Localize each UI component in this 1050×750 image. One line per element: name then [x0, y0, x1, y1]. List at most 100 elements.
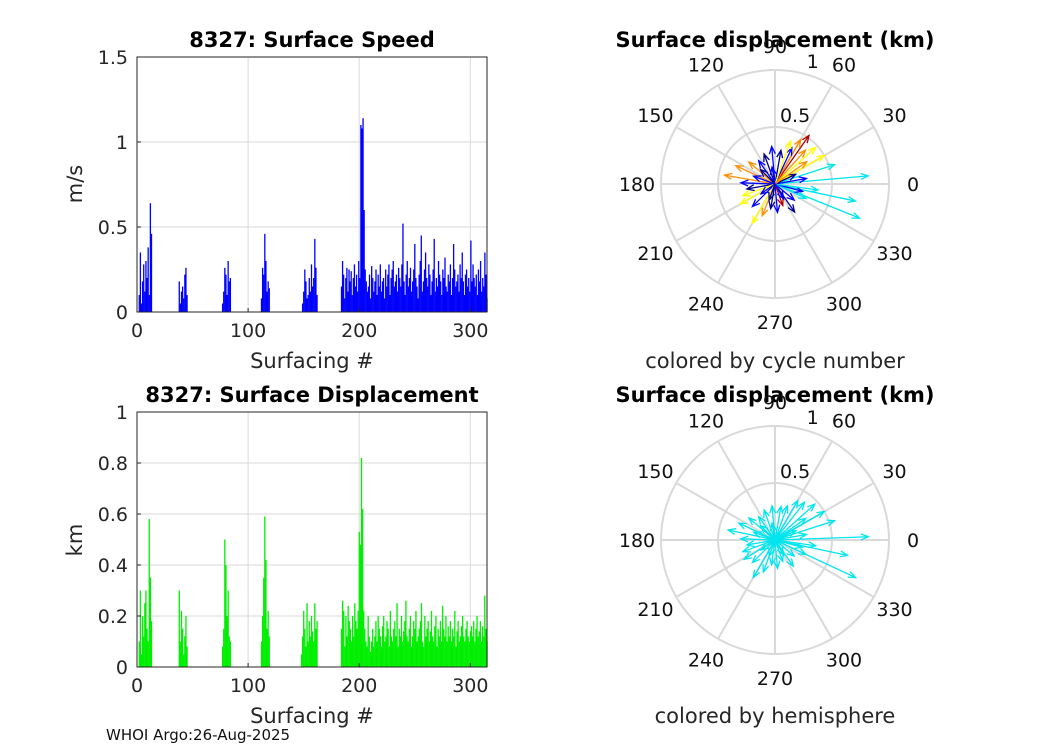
disp-bar — [400, 616, 403, 667]
disp-bar — [421, 641, 424, 667]
disp-bar — [457, 621, 459, 667]
speed-bar — [408, 278, 411, 312]
disp-ytick-label: 0.2 — [98, 606, 128, 628]
speed-bars — [138, 118, 488, 312]
polar-hemi-vector — [753, 531, 776, 541]
speed-bar — [414, 244, 416, 312]
speed-bar — [264, 233, 266, 312]
speed-bar — [448, 281, 450, 312]
speed-xtick-label: 200 — [341, 320, 377, 342]
disp-bar — [150, 621, 153, 667]
speed-bar — [357, 291, 359, 312]
speed-bar — [369, 298, 372, 312]
speed-bar — [433, 238, 435, 312]
speed-title: 8327: Surface Speed — [189, 28, 435, 52]
speed-bar — [396, 291, 399, 312]
polar-cycle-vector-head — [741, 189, 751, 197]
disp-bar — [139, 590, 142, 667]
speed-bar — [429, 274, 431, 312]
disp-bar — [435, 616, 437, 667]
speed-bar — [309, 291, 312, 312]
disp-bar — [479, 621, 482, 667]
polar-hemi-angle-label: 330 — [876, 599, 912, 621]
polar-hemi-vector-head — [776, 504, 784, 515]
disp-bar — [439, 621, 442, 667]
disp-bar — [416, 641, 418, 667]
disp-bar — [467, 636, 469, 667]
disp-bar — [373, 646, 375, 667]
disp-bar — [411, 636, 414, 667]
speed-xtick-label: 0 — [131, 320, 143, 342]
disp-bar — [458, 641, 460, 667]
speed-bar — [227, 261, 229, 312]
polar-cycle-vector — [760, 183, 776, 195]
polar-cycle-vector-head — [787, 173, 798, 181]
speed-bar — [363, 210, 365, 312]
speed-bar — [449, 264, 452, 312]
polar-cycle-vector — [751, 183, 776, 208]
speed-bar — [374, 281, 376, 312]
polar-cycle-vector — [771, 167, 776, 185]
speed-bar — [310, 264, 313, 312]
polar-cycle-vector-head — [798, 176, 809, 184]
disp-bar — [381, 626, 384, 667]
disp-bar — [414, 628, 416, 667]
speed-bar — [484, 252, 486, 312]
polar-hemi-vector — [768, 539, 776, 557]
speed-bar — [447, 274, 449, 312]
polar-hemi-vector — [740, 538, 776, 541]
disp-bar — [387, 628, 389, 667]
polar-cycle-radial-label: 1 — [807, 51, 819, 73]
polar-cycle-vector-head — [757, 159, 766, 169]
disp-bar — [444, 636, 446, 667]
polar-hemi-angle-label: 210 — [637, 599, 673, 621]
polar-cycle-vector — [768, 183, 776, 201]
polar-hemi-vector — [774, 539, 816, 547]
polar-hemi-angle-label: 240 — [688, 650, 724, 672]
speed-bar — [432, 269, 434, 312]
disp-bar — [391, 641, 394, 667]
polar-hemi-vector — [774, 539, 795, 557]
polar-hemi-vector — [746, 539, 776, 546]
disp-bar — [470, 626, 473, 667]
disp-chart: 8327: Surface Displacement 0 100 200 300 0 0.… — [63, 383, 488, 728]
speed-ytick-label: 0.5 — [98, 217, 128, 239]
polar-hemi-vector-head — [786, 548, 796, 558]
disp-bar — [408, 628, 410, 667]
polar-hemi-vector-head — [757, 515, 766, 525]
speed-bar — [390, 278, 392, 312]
speed-bar — [148, 295, 150, 312]
disp-bar — [429, 631, 432, 667]
polar-hemi-vector — [742, 539, 776, 553]
polar-cycle-vector-head — [747, 160, 757, 170]
polar-cycle-vector-head — [769, 165, 777, 176]
speed-bar — [392, 261, 394, 312]
speed-bar — [402, 223, 404, 312]
speed-bar — [436, 286, 439, 312]
polar-hemi-vector-head — [768, 556, 777, 567]
speed-bar — [389, 295, 391, 312]
speed-bar — [386, 286, 388, 312]
speed-bar — [477, 269, 480, 312]
speed-ytick-label: 1.5 — [98, 47, 128, 69]
speed-bar — [380, 291, 383, 312]
disp-bar — [361, 508, 364, 667]
disp-bar — [436, 646, 438, 667]
speed-xtick-label: 100 — [230, 320, 266, 342]
polar-cycle-ring-half — [717, 126, 833, 242]
disp-bar — [308, 621, 310, 667]
speed-bar — [422, 281, 425, 312]
speed-bar — [424, 252, 427, 312]
speed-bar — [311, 286, 314, 312]
speed-bar — [394, 281, 397, 312]
speed-bar — [385, 269, 387, 312]
speed-bar — [435, 278, 438, 312]
speed-bar — [416, 286, 418, 312]
polar-hemi-vector-head — [773, 560, 781, 571]
polar-hemi-vector-head — [741, 545, 751, 553]
speed-bar — [455, 286, 457, 312]
polar-cycle-vector-head — [847, 196, 858, 204]
polar-cycle-vector — [774, 173, 796, 185]
speed-bar — [479, 261, 482, 312]
polar-cycle-title: Surface displacement (km) — [615, 28, 934, 52]
